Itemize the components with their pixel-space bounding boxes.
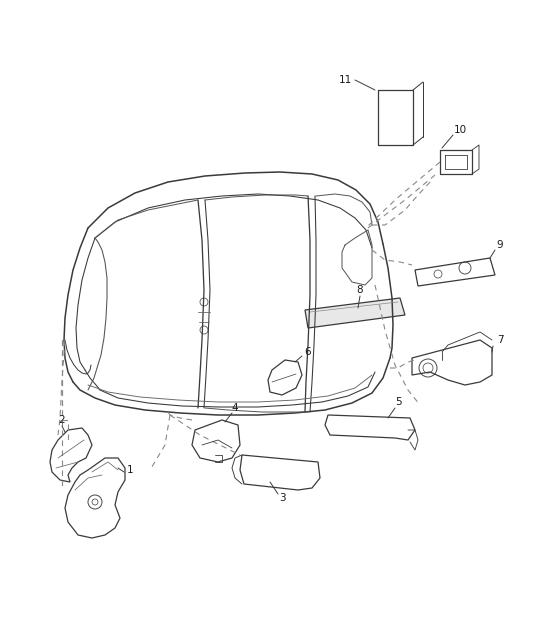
Text: 2: 2	[59, 415, 65, 425]
Text: 4: 4	[232, 403, 238, 413]
Text: 1: 1	[126, 465, 134, 475]
Text: 8: 8	[356, 285, 364, 295]
Text: 7: 7	[496, 335, 504, 345]
Text: 5: 5	[395, 397, 401, 407]
Text: 3: 3	[278, 493, 286, 503]
Text: 9: 9	[496, 240, 504, 250]
Text: 10: 10	[453, 125, 467, 135]
Text: 11: 11	[338, 75, 352, 85]
Text: 6: 6	[305, 347, 311, 357]
Polygon shape	[305, 298, 405, 328]
